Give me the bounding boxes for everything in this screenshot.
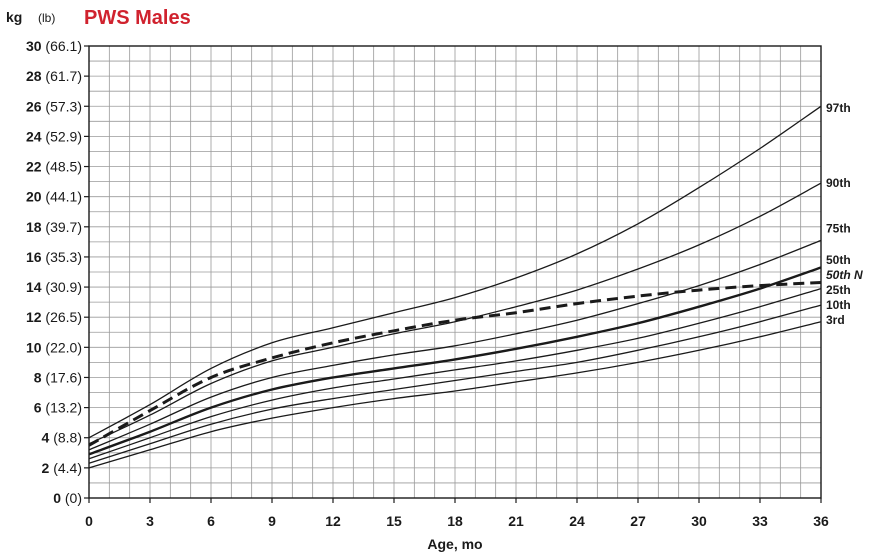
unit-kg-label: kg <box>6 9 22 25</box>
y-tick-label: 26 (57.3) <box>26 98 82 114</box>
y-tick-label: 20 (44.1) <box>26 189 82 205</box>
y-tick-label: 12 (26.5) <box>26 309 82 325</box>
y-tick-label: 22 (48.5) <box>26 159 82 175</box>
x-tick-label: 9 <box>268 513 276 529</box>
curve-label-75th: 75th <box>826 221 851 235</box>
x-tick-label: 18 <box>447 513 463 529</box>
y-tick-label: 16 (35.3) <box>26 249 82 265</box>
curve-label-50th-n: 50th N <box>826 268 863 282</box>
curve-label-50th: 50th <box>826 253 851 267</box>
y-axis-ticks: 0 (0) 2 (4.4) 4 (8.8) 6 (13.2) 8 (17.6) 10 (2… <box>26 38 89 506</box>
y-tick-label: 4 (8.8) <box>42 430 82 446</box>
x-tick-label: 6 <box>207 513 215 529</box>
x-tick-label: 36 <box>813 513 829 529</box>
curve-10th <box>88 304 822 464</box>
grid <box>89 46 821 498</box>
curve-50th-n <box>88 281 822 447</box>
unit-lb-label: (lb) <box>38 11 55 25</box>
curve-50th <box>88 266 822 456</box>
x-tick-label: 27 <box>630 513 646 529</box>
x-tick-label: 21 <box>508 513 524 529</box>
curve-label-3rd: 3rd <box>826 313 845 327</box>
y-tick-label: 28 (61.7) <box>26 68 82 84</box>
y-tick-label: 6 (13.2) <box>34 400 82 416</box>
curve-label-90th: 90th <box>826 176 851 190</box>
curve-25th <box>88 287 822 460</box>
curve-label-10th: 10th <box>826 298 851 312</box>
x-tick-label: 0 <box>85 513 93 529</box>
y-tick-label: 14 (30.9) <box>26 279 82 295</box>
y-tick-label: 2 (4.4) <box>42 460 82 476</box>
x-tick-label: 30 <box>691 513 707 529</box>
chart-title: PWS Males <box>84 7 191 29</box>
curve-label-97th: 97th <box>826 101 851 115</box>
percentile-curves <box>88 105 822 469</box>
y-tick-label: 24 (52.9) <box>26 128 82 144</box>
y-tick-label: 10 (22.0) <box>26 339 82 355</box>
x-tick-label: 24 <box>569 513 585 529</box>
y-tick-label: 30 (66.1) <box>26 38 82 54</box>
curve-90th <box>88 182 822 445</box>
curve-75th <box>88 239 822 451</box>
y-tick-label: 18 (39.7) <box>26 219 82 235</box>
x-tick-label: 33 <box>752 513 768 529</box>
x-tick-label: 3 <box>146 513 154 529</box>
y-tick-label: 8 (17.6) <box>34 369 82 385</box>
x-axis-ticks: 0 3 6 9 12 15 18 21 24 27 30 33 36 <box>85 498 829 529</box>
x-tick-label: 15 <box>386 513 402 529</box>
curve-3rd <box>88 321 822 469</box>
curve-label-25th: 25th <box>826 283 851 297</box>
y-tick-label: 0 (0) <box>53 490 82 506</box>
plot-frame <box>88 45 822 499</box>
curve-97th <box>88 105 822 439</box>
x-axis-title: Age, mo <box>427 536 482 552</box>
x-tick-label: 12 <box>325 513 341 529</box>
